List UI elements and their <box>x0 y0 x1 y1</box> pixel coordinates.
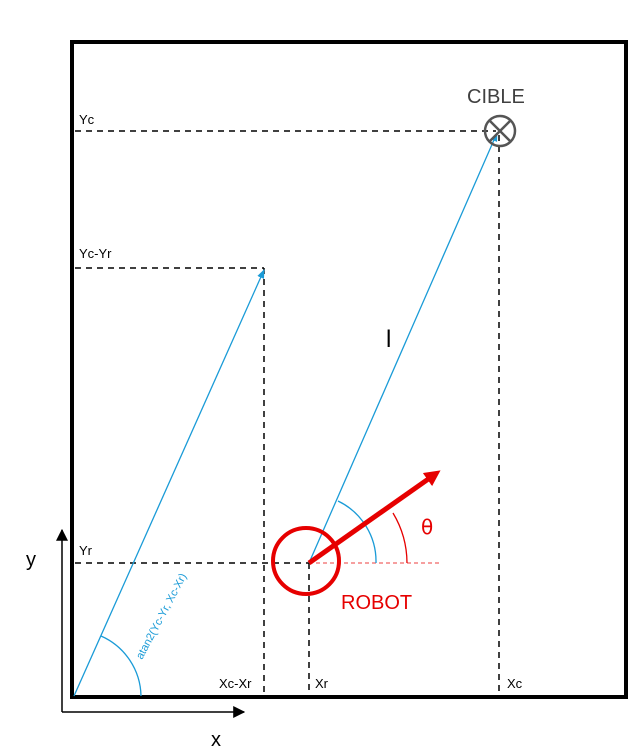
dashed-guides <box>75 130 500 695</box>
xc-xr-label: Xc-Xr <box>219 676 252 691</box>
yc-label: Yc <box>79 112 95 127</box>
robot-to-target-vector <box>308 132 498 564</box>
theta-angle-arc <box>392 512 408 564</box>
yc-yr-label: Yc-Yr <box>79 246 112 261</box>
atan2-angle-arc <box>100 635 142 697</box>
atan2-formula-label: atan2(Yc-Yr, Xc-Xr) <box>134 572 189 662</box>
arena-frame <box>70 40 628 699</box>
target-crossed-circle-icon <box>483 114 517 148</box>
y-axis-label: y <box>26 549 36 571</box>
x-axis-label: x <box>211 729 221 751</box>
distance-label: l <box>386 326 391 353</box>
theta-label: θ <box>421 515 433 539</box>
yr-label: Yr <box>79 543 93 558</box>
xr-label: Xr <box>315 676 329 691</box>
target-label: CIBLE <box>467 86 525 108</box>
target-angle-arc <box>337 500 377 564</box>
relative-vector <box>73 269 265 697</box>
xc-label: Xc <box>507 676 523 691</box>
robot-heading-arrow-icon <box>307 470 441 566</box>
robot-circle-icon <box>271 526 341 596</box>
robot-label: ROBOT <box>341 592 412 614</box>
